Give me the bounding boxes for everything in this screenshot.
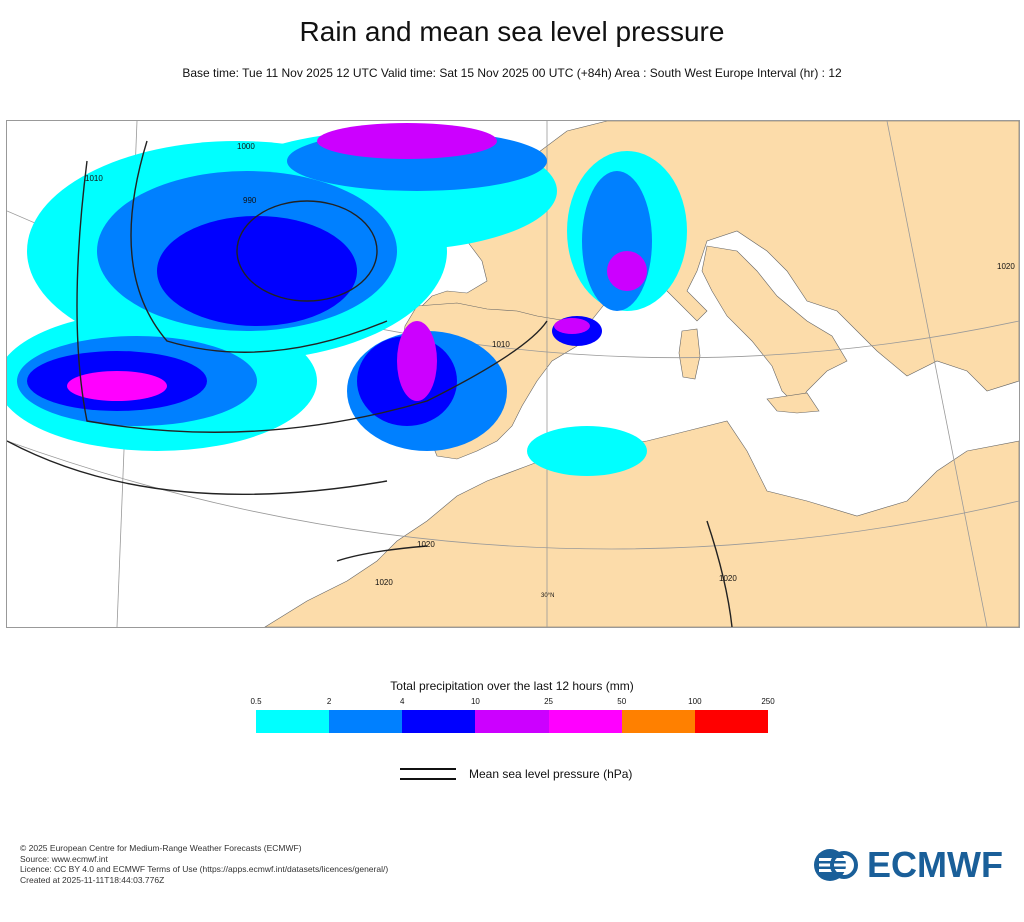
land-sicily bbox=[766, 392, 820, 414]
land-north-africa bbox=[264, 420, 1019, 627]
isobar-label: 1020 bbox=[417, 540, 435, 549]
isobar-label: 990 bbox=[243, 196, 257, 205]
isobar-label: 1020 bbox=[997, 262, 1015, 271]
isobar-labels: 1000 1010 1010 1020 1020 1020 1020 990 3… bbox=[85, 142, 1015, 599]
colorbar-tick-label: 50 bbox=[617, 697, 627, 706]
isobar-label: 1010 bbox=[85, 174, 103, 183]
ecmwf-logo: ECMWF bbox=[813, 844, 1008, 885]
isobar-label: 1000 bbox=[237, 142, 255, 151]
chart-title: Rain and mean sea level pressure bbox=[299, 16, 725, 47]
licence-line: Licence: CC BY 4.0 and ECMWF Terms of Us… bbox=[20, 864, 389, 874]
source-line: Source: www.ecmwf.int bbox=[20, 853, 108, 864]
colorbar-tick-label: 10 bbox=[470, 697, 480, 706]
colorbar-segment bbox=[329, 710, 403, 733]
colorbar-tick-label: 0.5 bbox=[250, 697, 262, 706]
colorbar-tick-label: 25 bbox=[544, 697, 554, 706]
colorbar-tick-label: 2 bbox=[326, 697, 332, 706]
copyright-line: © 2025 European Centre for Medium-Range … bbox=[20, 843, 302, 853]
isobars bbox=[7, 140, 733, 627]
legend-title: Total precipitation over the last 12 hou… bbox=[390, 679, 634, 693]
isobar-legend-swatch bbox=[400, 768, 456, 780]
isobar-label: 1020 bbox=[719, 574, 737, 583]
colorbar-tick-label: 250 bbox=[761, 697, 775, 706]
colorbar-segment bbox=[475, 710, 549, 733]
map-svg: 1000 1010 1010 1020 1020 1020 1020 990 3… bbox=[7, 121, 1019, 627]
latitude-label: 30°N bbox=[541, 593, 554, 599]
precipitation-field bbox=[7, 123, 687, 476]
colorbar-segment bbox=[256, 710, 330, 733]
colorbar-segment bbox=[548, 710, 622, 733]
isobar-legend-label: Mean sea level pressure (hPa) bbox=[469, 767, 633, 781]
isobar-label: 1020 bbox=[375, 578, 393, 587]
footer-credits: © 2025 European Centre for Medium-Range … bbox=[20, 843, 388, 885]
ecmwf-logo-text: ECMWF bbox=[867, 844, 1003, 885]
colorbar-segment bbox=[621, 710, 695, 733]
isobar-label: 1010 bbox=[492, 340, 510, 349]
weather-map: 1000 1010 1010 1020 1020 1020 1020 990 3… bbox=[6, 120, 1020, 628]
land-sardinia bbox=[678, 328, 701, 380]
colorbar-segment bbox=[402, 710, 476, 733]
precipitation-colorbar bbox=[256, 710, 768, 733]
land-italy bbox=[701, 245, 848, 407]
colorbar-tick-label: 100 bbox=[688, 697, 702, 706]
colorbar-tick-label: 4 bbox=[400, 697, 405, 706]
ecmwf-logo-icon bbox=[814, 849, 859, 881]
created-line: Created at 2025-11-11T18:44:03.776Z bbox=[20, 874, 165, 885]
chart-subtitle: Base time: Tue 11 Nov 2025 12 UTC Valid … bbox=[182, 66, 842, 80]
colorbar-segment bbox=[694, 710, 768, 733]
